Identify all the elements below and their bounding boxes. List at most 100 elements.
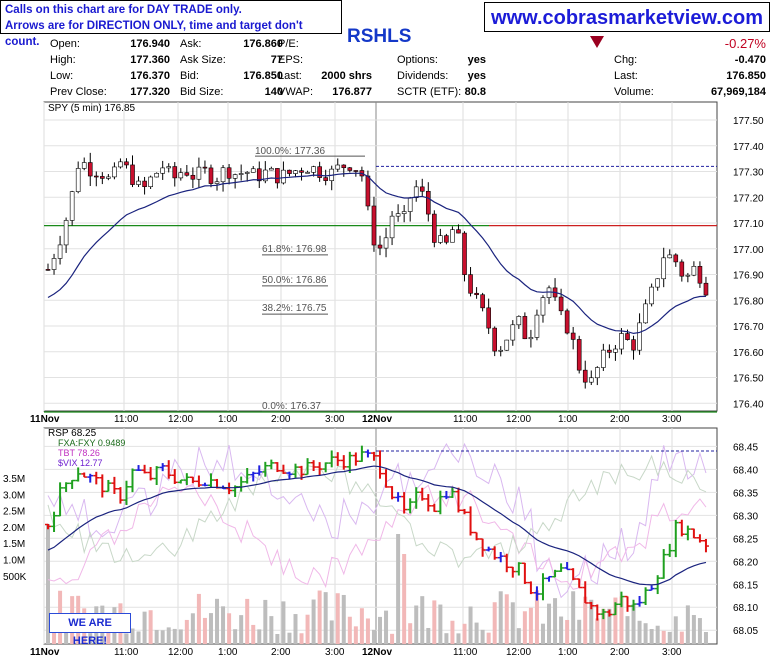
volume-bar — [136, 631, 141, 644]
volume-bar — [643, 623, 648, 644]
volume-bar — [474, 622, 479, 644]
volume-bar — [547, 603, 552, 644]
candle-body — [588, 377, 594, 383]
volume-bar — [444, 633, 449, 644]
candle-body — [220, 167, 226, 183]
candle-body — [613, 348, 618, 353]
volume-bar — [160, 630, 165, 644]
volume-bar — [559, 616, 564, 644]
spy-y-tick: 177.50 — [733, 116, 764, 127]
candle-body — [214, 181, 220, 184]
bid-size-value: 140 — [264, 86, 283, 98]
volume-bar — [565, 619, 570, 644]
spy-y-tick: 177.10 — [733, 219, 764, 230]
volume-bar — [172, 628, 177, 644]
candle-body — [154, 172, 159, 178]
rsp-x-tick: 12Nov — [362, 647, 392, 658]
spy-x-tick: 12:00 — [168, 414, 193, 425]
candle-body — [190, 174, 196, 180]
low-value: 176.370 — [130, 70, 170, 82]
volume-bar — [263, 599, 268, 644]
rsp-x-tick: 12:00 — [506, 647, 531, 658]
volume-tick: 500K — [3, 572, 27, 583]
volume-bar — [619, 596, 624, 644]
spy-y-tick: 176.70 — [733, 322, 764, 333]
ask-value: 176.860 — [243, 38, 283, 50]
rsp-x-tick: 11:00 — [453, 647, 478, 658]
spy-y-tick: 176.40 — [733, 399, 764, 410]
volume-bar — [661, 630, 666, 644]
candle-body — [202, 166, 208, 169]
volume-bar — [317, 590, 322, 644]
candle-body — [582, 369, 588, 383]
candle-body — [353, 170, 359, 172]
candle-body — [534, 314, 540, 338]
rsp-x-tick: 1:00 — [218, 647, 238, 658]
volume-bar — [202, 617, 207, 644]
fib-label: 38.2%: 176.75 — [262, 303, 327, 314]
candle-body — [263, 169, 268, 182]
candle-body — [142, 180, 147, 188]
candle-body — [299, 170, 304, 173]
rsp-x-tick: 12:00 — [168, 647, 193, 658]
spy-x-tick: 2:00 — [610, 414, 630, 425]
rsp-moving-average-line — [47, 465, 707, 586]
candle-body — [196, 166, 202, 180]
fib-label: 100.0%: 177.36 — [255, 146, 325, 157]
volume-bar — [504, 594, 509, 644]
candle-body — [383, 237, 389, 249]
spy-y-tick: 176.80 — [733, 296, 764, 307]
candle-body — [226, 167, 232, 179]
spy-y-tick: 176.90 — [733, 271, 764, 282]
last2-label: Last: — [614, 70, 638, 82]
candle-body — [166, 166, 172, 169]
candle-body — [528, 337, 534, 340]
candle-body — [93, 175, 99, 178]
candle-body — [631, 339, 636, 351]
sctr-label: SCTR (ETF): — [397, 86, 462, 98]
candle-body — [57, 244, 63, 259]
candle-body — [178, 172, 184, 179]
candle-body — [208, 167, 214, 184]
candle-body — [522, 316, 528, 340]
volume-bar — [426, 627, 431, 644]
fib-label: 0.0%: 176.37 — [262, 401, 321, 412]
candle-body — [106, 176, 111, 179]
candle-body — [341, 164, 347, 169]
volume-bar — [341, 594, 346, 644]
fxa-legend: FXA:FXY 0.9489 — [58, 438, 125, 448]
candle-body — [570, 332, 576, 340]
website-link[interactable]: www.cobrasmarketview.com — [484, 2, 770, 32]
options-label: Options: — [397, 54, 438, 66]
rsp-y-tick: 68.20 — [733, 557, 758, 568]
candle-body — [419, 186, 425, 192]
volume-bar — [607, 608, 612, 644]
ask-label: Ask: — [180, 38, 202, 50]
volume-bar — [492, 602, 497, 644]
dividends-label: Dividends: — [397, 70, 449, 82]
volume-bar — [184, 619, 189, 644]
volume-bar — [601, 608, 606, 644]
spy-x-tick: 11Nov — [30, 414, 60, 425]
volume-bar — [462, 623, 467, 644]
volume-bar — [703, 632, 708, 644]
candle-body — [365, 175, 371, 207]
volume-bar — [365, 618, 370, 644]
candle-body — [601, 349, 606, 368]
candle-body — [184, 172, 190, 176]
high-value: 177.360 — [130, 54, 170, 66]
volume-bar — [311, 599, 316, 644]
candle-body — [287, 169, 292, 174]
volume-bar — [148, 610, 153, 644]
volume-bar — [631, 604, 636, 644]
volume-bar — [215, 598, 220, 644]
candle-body — [456, 229, 461, 234]
candle-body — [51, 258, 57, 270]
ask-size-label: Ask Size: — [180, 54, 226, 66]
open-label: Open: — [50, 38, 80, 50]
candle-body — [655, 278, 660, 288]
spy-y-tick: 177.00 — [733, 245, 764, 256]
open-value: 176.940 — [130, 38, 170, 50]
we-are-here-note: WE ARE HERE! — [49, 613, 131, 647]
volume-bar — [486, 632, 491, 644]
